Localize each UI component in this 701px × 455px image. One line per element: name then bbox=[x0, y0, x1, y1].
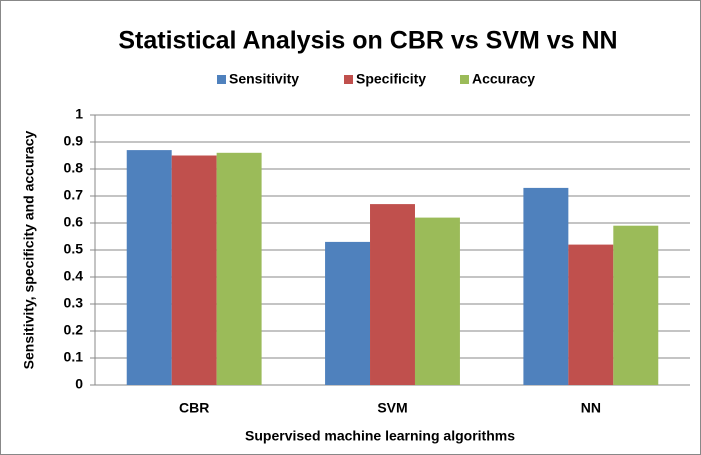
y-axis-label: Sensitivity, specificity and accuracy bbox=[21, 130, 37, 369]
bar bbox=[523, 187, 569, 385]
y-tick-label: 0 bbox=[75, 376, 83, 392]
bar bbox=[414, 217, 460, 385]
y-tick-label: 0.9 bbox=[64, 133, 84, 149]
y-tick-label: 0.8 bbox=[64, 160, 84, 176]
legend-label: Accuracy bbox=[472, 71, 535, 87]
y-tick-label: 0.2 bbox=[64, 322, 84, 338]
y-tick-label: 0.7 bbox=[64, 187, 84, 203]
bar bbox=[370, 204, 415, 385]
x-tick-label: CBR bbox=[179, 400, 209, 416]
y-tick-label: 1 bbox=[75, 106, 83, 122]
y-tick-label: 0.3 bbox=[64, 295, 84, 311]
legend-label: Specificity bbox=[356, 71, 426, 87]
chart-title: Statistical Analysis on CBR vs SVM vs NN bbox=[118, 27, 617, 55]
bar bbox=[568, 244, 614, 385]
y-tick-label: 0.1 bbox=[64, 349, 84, 365]
x-axis-label: Supervised machine learning algorithms bbox=[245, 428, 515, 444]
bar bbox=[325, 241, 371, 385]
legend-swatch bbox=[460, 75, 469, 84]
bar bbox=[126, 150, 172, 385]
legend-swatch bbox=[344, 75, 353, 84]
bar bbox=[216, 152, 262, 385]
y-tick-label: 0.4 bbox=[64, 268, 84, 284]
legend-swatch bbox=[217, 75, 226, 84]
x-tick-label: SVM bbox=[377, 400, 407, 416]
y-tick-label: 0.6 bbox=[64, 214, 84, 230]
bar bbox=[613, 225, 659, 385]
x-tick-label: NN bbox=[581, 400, 601, 416]
y-tick-label: 0.5 bbox=[64, 241, 84, 257]
legend-label: Sensitivity bbox=[229, 71, 299, 87]
bar bbox=[171, 155, 217, 385]
